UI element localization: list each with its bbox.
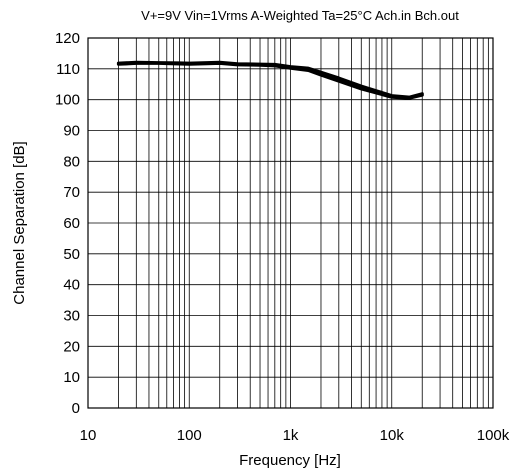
x-axis-label: Frequency [Hz] <box>239 452 341 469</box>
x-tick-label: 100 <box>177 427 202 444</box>
y-tick-label: 90 <box>63 123 80 140</box>
y-tick-label: 40 <box>63 277 80 294</box>
y-tick-labels: 0 10 20 30 40 50 60 70 80 90 100 110 120 <box>55 30 80 417</box>
y-tick-label: 120 <box>55 30 80 47</box>
x-tick-label: 100k <box>477 427 510 444</box>
chart-title: V+=9V Vin=1Vrms A-Weighted Ta=25°C Ach.i… <box>141 8 459 23</box>
y-axis-label: Channel Separation [dB] <box>11 141 28 304</box>
y-tick-label: 70 <box>63 184 80 201</box>
grid <box>87 37 493 409</box>
x-tick-label: 1k <box>283 427 299 444</box>
data-series-layer <box>116 60 424 100</box>
y-tick-label: 20 <box>63 338 80 355</box>
x-tick-label: 10 <box>80 427 97 444</box>
y-tick-label: 50 <box>63 246 80 263</box>
y-tick-label: 110 <box>56 61 80 78</box>
y-tick-label: 60 <box>63 215 80 232</box>
x-tick-labels: 10 100 1k 10k 100k <box>80 427 510 444</box>
y-tick-label: 80 <box>63 153 80 170</box>
y-tick-label: 0 <box>72 400 80 417</box>
y-tick-label: 10 <box>63 369 80 386</box>
x-tick-label: 10k <box>380 427 405 444</box>
series-line-2 <box>116 60 424 99</box>
y-tick-label: 100 <box>55 92 80 109</box>
plot-frame <box>87 37 494 409</box>
y-tick-label: 30 <box>63 308 80 325</box>
